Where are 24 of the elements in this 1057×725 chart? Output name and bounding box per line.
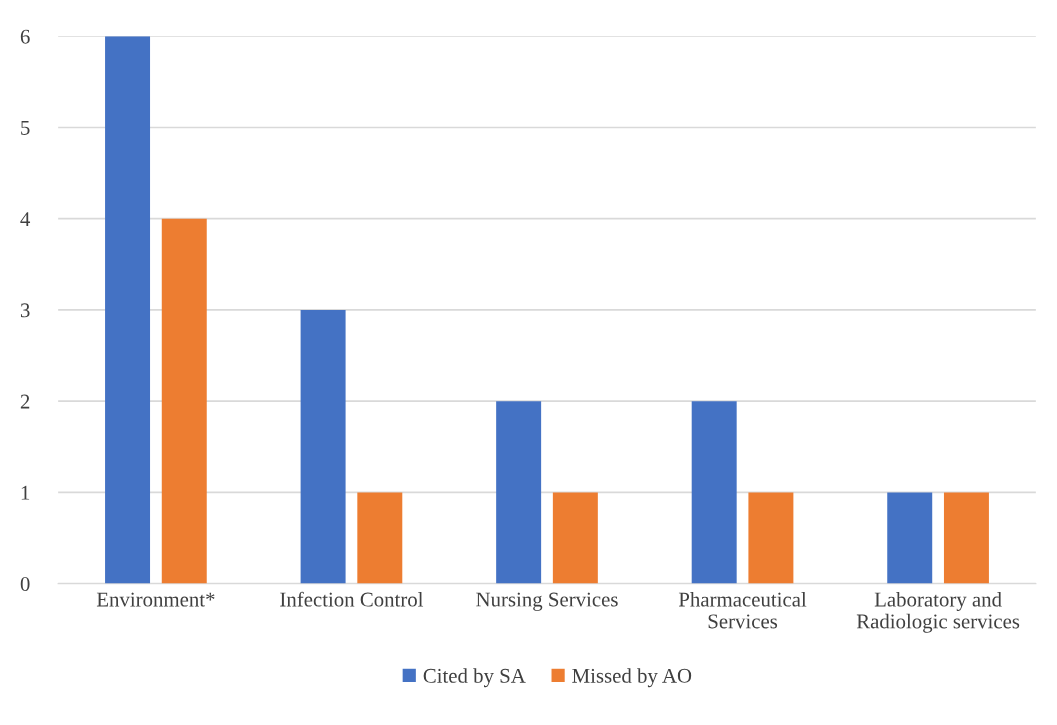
bar — [357, 492, 403, 584]
bar — [943, 492, 989, 584]
y-tick-label: 5 — [21, 121, 30, 135]
x-tick-label: Nursing Services — [476, 592, 618, 611]
x-tick-label: Pharmaceutical Services — [678, 591, 807, 629]
legend-label: Cited by SA — [423, 668, 526, 688]
bar — [691, 401, 737, 584]
legend-label: Missed by AO — [572, 668, 692, 688]
y-tick-label: 3 — [20, 303, 30, 318]
bar — [887, 492, 933, 584]
bar — [496, 401, 542, 584]
bar — [161, 218, 207, 584]
y-tick-label: 1 — [21, 485, 30, 500]
x-tick-label: Laboratory and Radiologic services — [856, 591, 1020, 633]
y-tick-label: 2 — [20, 394, 30, 409]
y-tick-label: 0 — [20, 577, 30, 592]
bar — [105, 36, 151, 584]
y-tick-label: 4 — [20, 212, 31, 226]
x-tick-label: Environment* — [96, 592, 215, 607]
bar — [300, 309, 346, 584]
bar — [552, 492, 598, 584]
bar — [748, 492, 794, 584]
y-tick-label: 6 — [20, 29, 30, 44]
x-tick-label: Infection Control — [280, 591, 424, 607]
